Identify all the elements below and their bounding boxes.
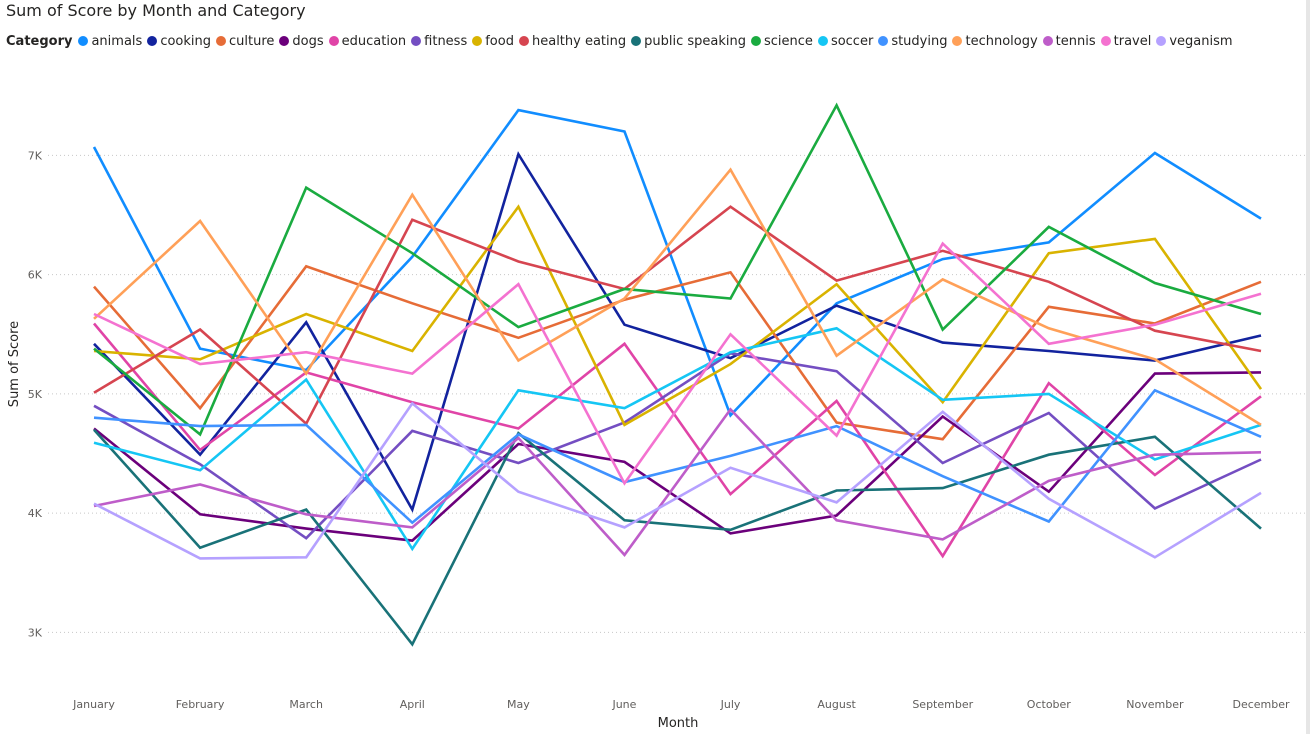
x-tick-label: December [1232,698,1290,711]
legend-item-science[interactable]: science [751,34,813,49]
legend-label: science [764,33,813,49]
series-line-travel[interactable] [93,241,1262,486]
legend-item-healthy-eating[interactable]: healthy eating [518,33,627,49]
x-tick-label: June [611,698,636,711]
series-line-public-speaking[interactable] [93,428,1262,647]
series-line-culture[interactable] [93,264,1262,441]
legend-label: soccer [830,33,874,49]
legend-label: travel [1113,33,1152,49]
legend-item-food[interactable]: food [472,34,514,49]
x-tick-label: May [507,698,530,711]
legend-item-technology[interactable]: technology [952,33,1038,49]
legend-marker [1156,36,1167,46]
legend-marker [1100,36,1111,46]
legend-marker [328,36,339,46]
legend-marker [518,36,529,46]
legend-label: studying [891,33,948,49]
y-tick-label: 6K [28,269,43,282]
legend: Category animals cooking culture dogs educat… [6,32,1238,50]
legend-label: public speaking [644,33,747,49]
legend-marker [147,36,158,46]
series-lines [92,102,1263,647]
legend-item-dogs[interactable]: dogs [279,33,324,49]
x-tick-label: October [1027,698,1071,711]
legend-marker [1042,36,1053,46]
legend-marker [78,36,89,46]
legend-marker [411,36,422,46]
legend-label: veganism [1169,33,1233,49]
chart-title: Sum of Score by Month and Category [6,1,306,20]
series-line-studying[interactable] [93,388,1262,525]
y-tick-label: 3K [28,626,43,639]
legend-item-education[interactable]: education [328,33,407,49]
legend-marker [472,36,483,46]
legend-marker [631,36,642,46]
legend-label: cooking [160,33,211,49]
series-line-science[interactable] [93,102,1262,437]
series-line-cooking[interactable] [93,151,1262,513]
y-axis-label: Sum of Score [7,321,22,407]
series-line-veganism[interactable] [93,401,1262,560]
series-line-animals[interactable] [92,108,1262,418]
y-axis-ticks: 3K 4K 5K 6K 7K [28,149,43,639]
series-line-dogs[interactable] [93,371,1262,542]
legend-items: animals cooking culture dogs education fitnes… [78,34,1237,49]
series-line-tennis[interactable] [93,407,1262,557]
legend-label: dogs [292,33,324,49]
legend-label: culture [229,33,275,49]
x-tick-label: September [912,698,973,711]
legend-label: technology [965,33,1038,49]
legend-item-travel[interactable]: travel [1100,33,1152,49]
legend-label: food [485,33,514,49]
x-tick-label: March [289,698,323,711]
legend-item-cooking[interactable]: cooking [147,34,211,49]
x-tick-label: November [1126,698,1184,711]
legend-label: fitness [424,33,468,49]
legend-item-tennis[interactable]: tennis [1042,33,1096,49]
legend-marker [216,36,226,46]
y-tick-label: 4K [28,507,43,520]
x-tick-label: April [400,698,425,711]
x-tick-label: August [817,698,856,711]
series-line-food[interactable] [93,204,1263,427]
legend-marker [817,36,828,46]
legend-marker [751,36,762,46]
series-line-healthy-eating[interactable] [93,205,1262,426]
legend-label: tennis [1055,33,1096,49]
legend-item-soccer[interactable]: soccer [817,33,874,49]
legend-marker [279,36,290,46]
legend-item-veganism[interactable]: veganism [1156,33,1233,49]
x-axis-label: Month [658,716,699,731]
legend-item-culture[interactable]: culture [216,34,274,49]
legend-marker [878,36,889,46]
series-line-education[interactable] [93,322,1262,559]
y-tick-label: 5K [28,388,43,401]
x-tick-label: February [176,698,225,711]
legend-label: animals [91,33,143,49]
legend-title: Category [6,33,73,49]
series-line-technology[interactable] [93,167,1262,427]
series-line-fitness[interactable] [93,351,1262,540]
x-axis-ticks: January February March April May June July Augu… [72,698,1290,711]
y-tick-label: 7K [28,149,43,162]
scroll-edge [1306,0,1310,734]
x-tick-label: July [720,698,741,711]
x-tick-label: January [72,698,115,711]
legend-item-public-speaking[interactable]: public speaking [631,34,746,49]
legend-marker [952,36,963,46]
legend-item-animals[interactable]: animals [78,34,142,49]
legend-label: healthy eating [531,33,627,49]
legend-item-fitness[interactable]: fitness [411,34,467,49]
legend-label: education [341,33,407,49]
legend-item-studying[interactable]: studying [878,34,947,49]
series-line-soccer[interactable] [93,326,1262,552]
